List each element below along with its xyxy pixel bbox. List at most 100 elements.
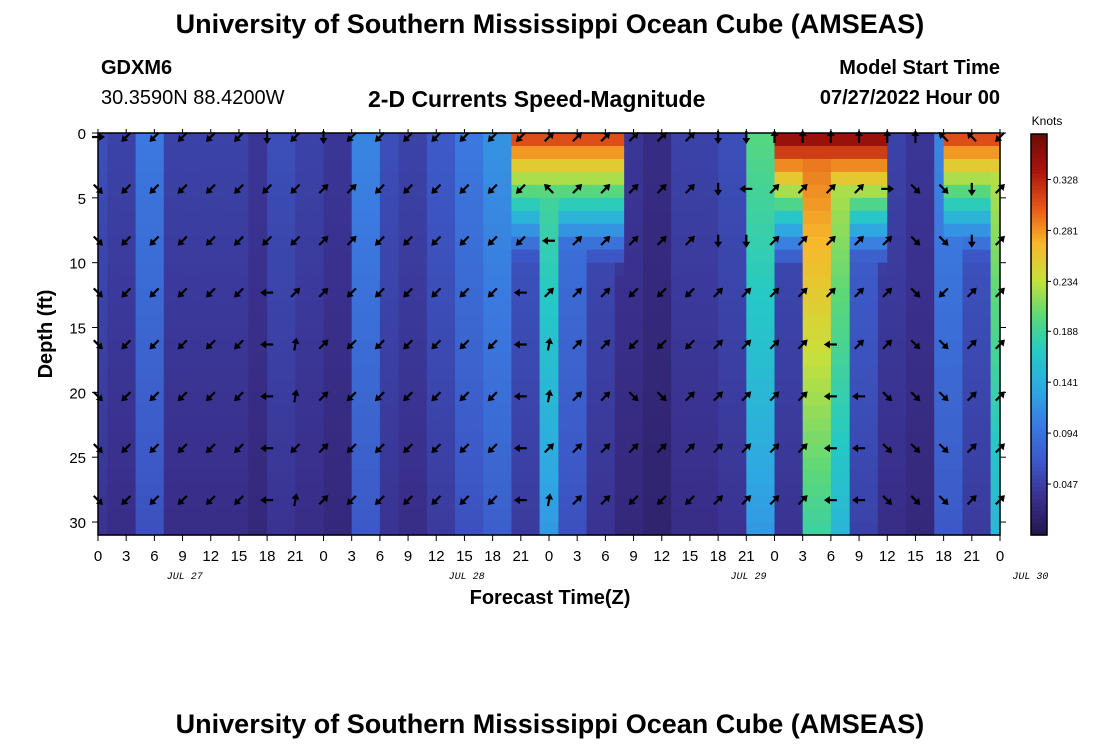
heatmap-cell: [436, 457, 447, 471]
heatmap-cell: [483, 327, 494, 342]
heatmap-cell: [98, 275, 108, 290]
heatmap-cell: [802, 366, 813, 380]
arrow-head: [374, 497, 382, 506]
current-vector-arrow: [769, 495, 780, 506]
heatmap-cell: [492, 457, 503, 471]
heatmap-cell: [473, 405, 484, 419]
colorbar-step: [1031, 402, 1047, 408]
heatmap-cell: [455, 470, 466, 484]
heatmap-cell: [990, 171, 1001, 186]
heatmap-cell: [220, 288, 231, 303]
heatmap-cell: [116, 301, 127, 316]
heatmap-cell: [943, 418, 954, 432]
heatmap-cell: [567, 483, 578, 497]
heatmap-cell: [877, 366, 888, 380]
heatmap-cell: [981, 405, 992, 419]
heatmap-cell: [455, 366, 466, 380]
heatmap-cell: [530, 431, 541, 445]
heatmap-cell: [539, 262, 550, 277]
heatmap-cell: [295, 145, 306, 160]
heatmap-cell: [558, 184, 569, 199]
heatmap-cell: [342, 171, 353, 186]
heatmap-cell: [868, 327, 879, 342]
x-tick-label: 3: [573, 548, 581, 565]
arrow-head: [374, 134, 382, 142]
heatmap-cell: [906, 171, 917, 186]
heatmap-cell: [549, 158, 559, 173]
heatmap-cell: [154, 418, 165, 432]
heatmap-cell: [915, 340, 926, 355]
heatmap-cell: [332, 379, 343, 393]
heatmap-cell: [398, 301, 409, 316]
heatmap-cell: [887, 470, 898, 484]
heatmap-cell: [915, 379, 926, 393]
heatmap-cell: [849, 236, 860, 251]
heatmap-cell: [830, 392, 841, 406]
heatmap-cell: [483, 379, 494, 393]
heatmap-cell: [426, 249, 437, 264]
heatmap-cell: [699, 405, 710, 419]
heatmap-cell: [765, 509, 776, 523]
arrow-head: [714, 138, 723, 144]
heatmap-cell: [896, 366, 907, 380]
heatmap-cell: [530, 418, 541, 432]
heatmap-cell: [144, 353, 155, 368]
heatmap-cell: [727, 184, 738, 199]
heatmap-cell: [915, 262, 926, 277]
current-vector-arrow: [910, 287, 921, 298]
heatmap-cell: [455, 379, 466, 393]
heatmap-cell: [934, 223, 945, 238]
arrow-head: [772, 391, 780, 399]
heatmap-cell: [379, 496, 390, 510]
heatmap-cell: [849, 483, 860, 497]
heatmap-cell: [520, 210, 531, 225]
heatmap-cell: [257, 249, 268, 264]
arrow-head: [431, 446, 439, 454]
heatmap-cell: [530, 327, 541, 342]
heatmap-cell: [408, 314, 419, 329]
heatmap-cell: [661, 366, 672, 380]
arrow-head: [290, 134, 298, 142]
heatmap-cell: [962, 184, 973, 199]
heatmap-cell: [896, 249, 907, 264]
heatmap-cell: [812, 431, 823, 445]
heatmap-cell: [793, 405, 804, 419]
heatmap-cell: [502, 262, 513, 277]
heatmap-cell: [896, 418, 907, 432]
heatmap-cell: [642, 249, 653, 264]
heatmap-cell: [906, 223, 917, 238]
current-vector-arrow: [881, 184, 895, 193]
heatmap-cell: [520, 249, 531, 264]
arrow-head: [772, 235, 780, 243]
current-vector-arrow: [882, 235, 893, 246]
heatmap-cell: [727, 158, 738, 173]
colorbar-step: [1031, 222, 1047, 227]
heatmap-cell: [558, 392, 569, 406]
arrow-head: [346, 134, 354, 142]
heatmap-cell: [736, 145, 747, 160]
heatmap-cell: [821, 340, 832, 355]
heatmap-cell: [408, 197, 419, 212]
heatmap-cell: [821, 457, 832, 471]
heatmap-cell: [624, 522, 635, 536]
arrow-head: [631, 183, 639, 191]
heatmap-cell: [953, 379, 964, 393]
heatmap-cell: [971, 366, 982, 380]
heatmap-cell: [549, 379, 559, 393]
heatmap-cell: [577, 444, 588, 458]
heatmap-cell: [98, 236, 108, 251]
heatmap-cell: [736, 288, 747, 303]
heatmap-cell: [868, 133, 879, 147]
current-vector-arrow: [600, 132, 611, 143]
heatmap-cell: [389, 133, 400, 147]
heatmap-cell: [746, 353, 757, 368]
heatmap-cell: [257, 197, 268, 212]
heatmap-cell: [182, 379, 193, 393]
arrow-head: [913, 186, 921, 194]
heatmap-cell: [830, 236, 841, 251]
colorbar-step: [1031, 318, 1047, 324]
heatmap-cell: [971, 444, 982, 458]
heatmap-cell: [614, 340, 625, 355]
heatmap-cell: [379, 223, 390, 238]
heatmap-cell: [859, 249, 870, 264]
